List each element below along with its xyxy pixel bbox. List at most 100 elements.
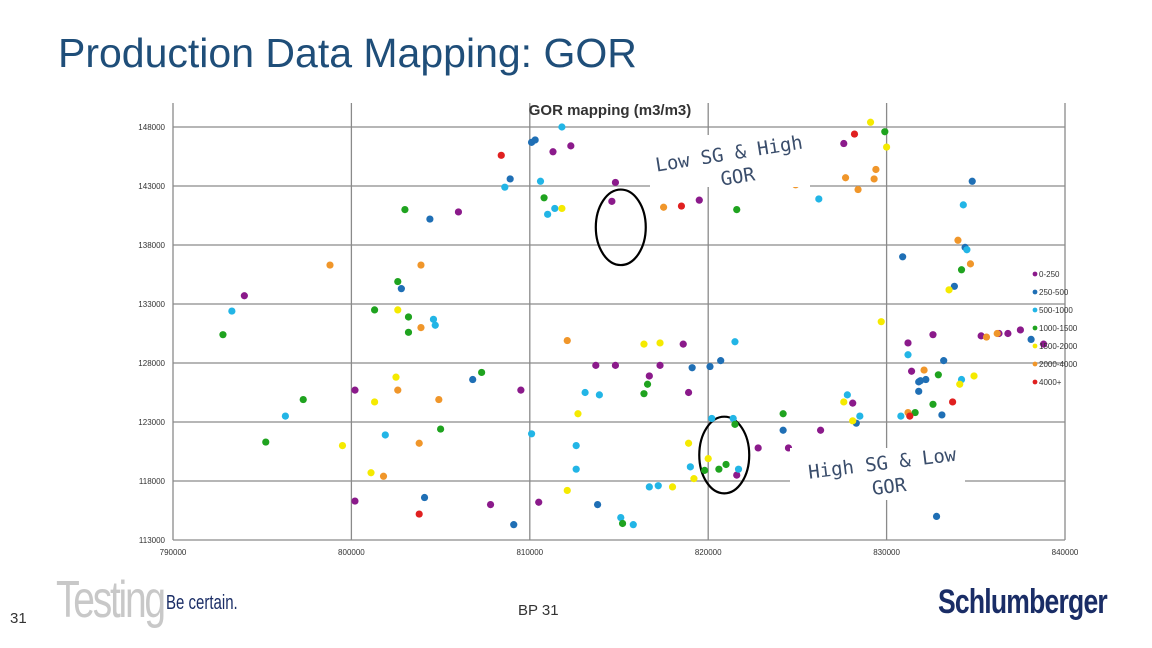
data-point	[708, 414, 716, 423]
data-point	[779, 410, 787, 418]
y-tick-label: 143000	[138, 182, 165, 191]
data-point	[574, 410, 582, 418]
data-point	[629, 521, 637, 529]
data-point	[572, 442, 580, 450]
data-point	[379, 472, 388, 480]
data-point	[219, 331, 227, 339]
data-point	[611, 178, 620, 187]
data-point	[415, 510, 423, 518]
data-point	[940, 357, 948, 365]
data-point	[417, 261, 425, 269]
data-point	[856, 412, 864, 420]
data-point	[963, 246, 971, 254]
data-point	[558, 204, 566, 213]
data-point	[617, 513, 625, 522]
data-point	[872, 165, 880, 174]
data-point	[351, 497, 359, 505]
y-tick-label: 113000	[139, 536, 166, 545]
data-point	[881, 128, 889, 136]
legend-marker	[1032, 325, 1038, 331]
annotation-backdrop	[650, 135, 810, 187]
y-tick-label: 138000	[138, 241, 165, 250]
data-point	[595, 391, 603, 399]
data-point	[733, 206, 741, 214]
data-point	[938, 411, 946, 419]
data-point	[404, 313, 413, 321]
data-point	[478, 368, 486, 377]
data-point	[897, 412, 905, 420]
data-point	[690, 475, 698, 483]
data-point	[417, 324, 425, 332]
series-4000+	[415, 130, 957, 518]
data-point	[843, 391, 851, 399]
data-point	[426, 215, 434, 223]
testing-logo-word: Testing	[56, 571, 166, 629]
data-point	[966, 260, 975, 268]
y-tick-label: 128000	[138, 359, 165, 368]
data-point	[904, 351, 912, 359]
data-point	[1004, 329, 1012, 338]
data-point	[1027, 335, 1035, 343]
data-point	[299, 395, 307, 404]
data-point	[506, 175, 514, 183]
data-point	[228, 307, 236, 315]
data-point	[907, 367, 916, 375]
data-point	[734, 465, 743, 473]
highlight-circles	[594, 188, 751, 495]
data-point	[517, 386, 525, 394]
data-point	[717, 357, 725, 365]
data-point	[701, 466, 709, 474]
data-point	[381, 431, 389, 439]
data-point	[563, 336, 571, 345]
data-point	[656, 361, 664, 369]
data-point	[970, 372, 978, 380]
data-point	[654, 482, 662, 490]
grid-lines	[172, 103, 1066, 541]
data-point	[934, 371, 942, 379]
highlight-circle	[594, 188, 647, 267]
data-point	[904, 339, 912, 347]
data-point	[854, 185, 862, 194]
data-point	[959, 201, 967, 209]
data-point	[486, 501, 495, 509]
data-point	[563, 486, 571, 495]
data-point	[668, 483, 677, 491]
data-point	[733, 471, 741, 479]
x-tick-label: 810000	[516, 548, 543, 557]
data-point	[729, 414, 737, 423]
data-point	[351, 386, 359, 394]
data-point	[551, 204, 559, 213]
annotation-line: GOR	[719, 163, 757, 190]
data-point	[950, 282, 958, 290]
data-point	[932, 512, 941, 521]
data-point	[929, 331, 937, 339]
data-point	[394, 306, 402, 314]
data-point	[611, 361, 620, 369]
data-point	[338, 442, 347, 450]
data-point	[704, 454, 712, 463]
data-point	[281, 412, 289, 420]
data-point	[850, 130, 859, 138]
data-point	[849, 417, 857, 425]
data-point	[688, 364, 696, 372]
data-point	[420, 493, 429, 502]
footer-center-text: BP 31	[518, 602, 559, 619]
legend-label: 1000-1500	[1039, 324, 1078, 333]
data-point	[956, 380, 964, 388]
legend-label: 1500-2000	[1039, 342, 1078, 351]
data-point	[815, 195, 823, 203]
data-point	[779, 426, 787, 434]
data-point	[645, 483, 653, 491]
data-point	[722, 460, 730, 469]
legend-marker	[1032, 289, 1038, 295]
axis-ticks: 113000 118000 123000 128000 133000 138000 1430…	[138, 123, 1079, 557]
testing-logo: Testing Be certain.	[56, 570, 246, 636]
data-point	[618, 519, 627, 528]
data-point	[572, 465, 580, 473]
data-point	[870, 175, 878, 183]
series-1500-2000	[338, 118, 978, 495]
data-point	[404, 328, 413, 336]
x-tick-label: 820000	[695, 548, 722, 557]
data-point	[929, 400, 937, 408]
data-point	[684, 388, 693, 397]
